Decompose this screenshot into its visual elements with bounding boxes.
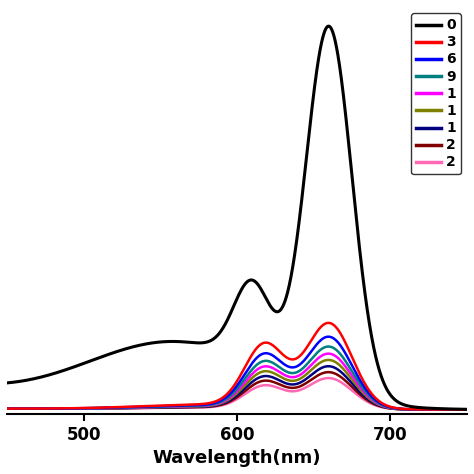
X-axis label: Wavelength(nm): Wavelength(nm) (153, 449, 321, 467)
Legend: 0, 3, 6, 9, 1, 1, 1, 2, 2: 0, 3, 6, 9, 1, 1, 1, 2, 2 (411, 13, 461, 174)
